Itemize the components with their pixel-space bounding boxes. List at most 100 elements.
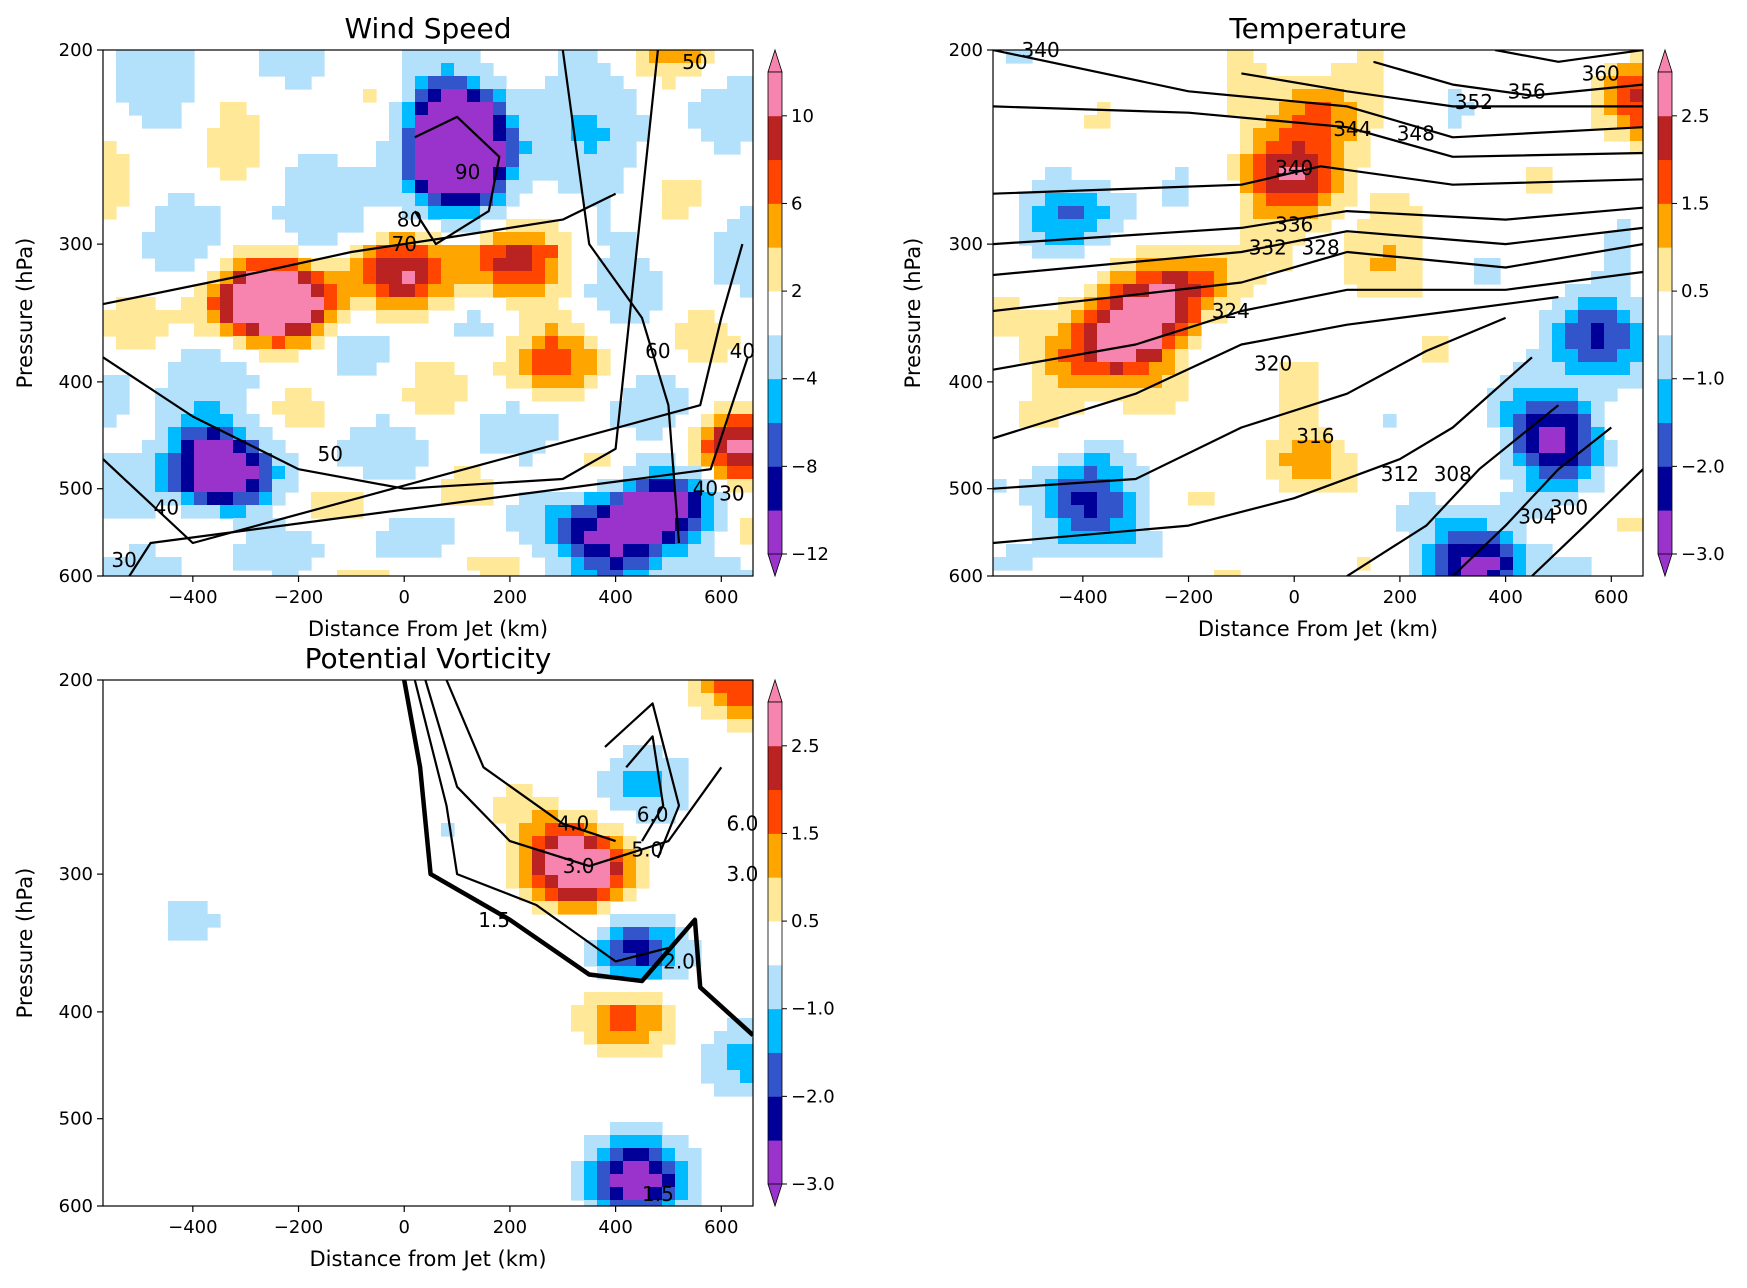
colorbar-band [768,115,782,161]
colorbar-band [768,72,782,117]
field-cell [1032,492,1046,506]
field-cell [116,167,130,181]
field-cell [298,154,312,168]
field-cell [649,927,663,941]
field-cell [584,76,598,90]
field-cell [402,193,416,207]
colorbar-extend-high [767,678,783,703]
field-cell [376,193,390,207]
field-cell [285,193,299,207]
field-cell [129,89,143,103]
field-cell [298,323,312,337]
field-cell [233,154,247,168]
field-cell [584,1148,598,1162]
field-cell [467,89,481,103]
field-cell [701,50,715,64]
field-cell [168,206,182,220]
field-cell [558,284,572,298]
field-cell [1162,401,1176,415]
field-cell [1630,128,1643,142]
field-cell [1318,466,1332,480]
field-cell [454,89,468,103]
contour-line-348 [993,50,1643,139]
field-cell [610,115,624,129]
field-cell [1578,414,1592,428]
field-cell [1513,544,1527,558]
field-cell [636,63,650,77]
field-cell [636,992,650,1006]
field-cell [441,518,455,532]
field-cell [714,401,728,415]
field-cell [298,271,312,285]
field-cell [545,245,559,259]
contour-label: 1.5 [642,1182,674,1206]
field-cell [1110,440,1124,454]
contour-line-70 [103,192,617,306]
field-cell [532,323,546,337]
field-cell [1604,245,1618,259]
field-cell [181,193,195,207]
field-cell [324,505,338,519]
field-cell [1539,440,1553,454]
field-cell [636,557,650,571]
field-cell [1253,115,1267,129]
field-cell [649,914,663,928]
field-cell [662,193,676,207]
field-cell [740,271,753,285]
field-cell [350,258,364,272]
field-cell [1604,284,1618,298]
field-cell [727,89,741,103]
field-cell [1539,401,1553,415]
field-cell [441,180,455,194]
field-cell [324,492,338,506]
field-cell [285,206,299,220]
field-cell [324,284,338,298]
field-cell [1487,414,1501,428]
field-cell [441,89,455,103]
field-cell [1630,518,1643,532]
field-cell [519,375,533,389]
field-cell [610,245,624,259]
field-cell [376,271,390,285]
field-cell [1539,505,1553,519]
field-cell [1526,505,1540,519]
field-cell [545,271,559,285]
field-cell [1110,466,1124,480]
field-cell [506,258,520,272]
field-cell [246,323,260,337]
field-cell [233,505,247,519]
field-cell [1084,336,1098,350]
field-cell [220,154,234,168]
field-cell [402,388,416,402]
field-cell [1539,167,1553,181]
field-cell [1227,63,1241,77]
field-cell [129,492,143,506]
field-cell [1110,349,1124,363]
field-cell [246,297,260,311]
field-cell [1357,89,1371,103]
field-cell [506,154,520,168]
x-tick-label: −400 [1058,587,1107,608]
field-cell [207,323,221,337]
field-cell [194,914,208,928]
field-cell [155,323,169,337]
field-cell [1045,219,1059,233]
field-cell [428,63,442,77]
field-cell [688,336,702,350]
field-cell [610,1005,624,1019]
field-cell [1305,89,1319,103]
field-cell [1630,336,1643,350]
contour-line-344 [993,105,1643,158]
field-cell [155,258,169,272]
field-cell [1591,297,1605,311]
field-cell [1019,193,1033,207]
field-cell [1526,440,1540,454]
field-cell [714,492,728,506]
contour-label: 336 [1275,213,1313,237]
field-cell [428,206,442,220]
field-cell [688,518,702,532]
field-cell [506,849,520,863]
field-cell [1253,154,1267,168]
field-cell [181,492,195,506]
colorbar-tick-label: −8 [791,456,818,477]
